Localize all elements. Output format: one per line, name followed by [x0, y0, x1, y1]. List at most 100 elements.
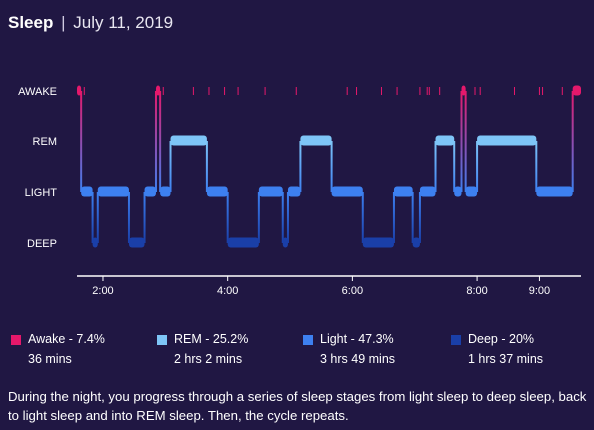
awake-tick [208, 87, 210, 95]
stage-transition [169, 141, 172, 192]
x-tick-label: 6:00 [342, 285, 363, 297]
legend-duration: 36 mins [28, 352, 72, 366]
x-tick-label: 8:00 [466, 285, 487, 297]
stage-transition [453, 141, 456, 192]
legend-swatch [451, 335, 461, 345]
segment-awake [77, 85, 82, 96]
sleep-description: During the night, you progress through a… [8, 389, 587, 423]
legend-label: REM - 25.2% [174, 332, 249, 346]
page-header: Sleep | July 11, 2019 [8, 13, 173, 33]
stage-transition [299, 141, 302, 192]
segment-deep [362, 237, 394, 248]
legend-label: Awake - 7.4% [28, 332, 105, 346]
legend-label: Light - 47.3% [320, 332, 394, 346]
legend-swatch [11, 335, 21, 345]
stage-transition [257, 192, 260, 243]
legend-label: Deep - 20% [468, 332, 535, 346]
stage-transition [535, 141, 538, 192]
stage-transition [434, 141, 437, 192]
stage-transition [286, 192, 289, 243]
segment-light [419, 186, 436, 197]
segment-rem [477, 135, 537, 146]
x-tick-label: 2:00 [92, 285, 113, 297]
stage-transition [226, 192, 229, 243]
awake-tick [542, 87, 544, 95]
segment-light [81, 186, 93, 197]
awake-tick [396, 87, 398, 95]
stage-label-deep: DEEP [27, 238, 57, 250]
segment-awake [461, 85, 466, 96]
awake-tick [419, 87, 421, 95]
legend-duration: 1 hrs 37 mins [468, 352, 544, 366]
awake-tick [538, 87, 540, 95]
legend: Awake - 7.4% 36 mins REM - 25.2% 2 hrs 2 mi… [0, 332, 594, 372]
stage-transition [392, 192, 395, 243]
stage-transition [361, 192, 364, 243]
stage-transition [460, 91, 463, 192]
stage-transition [143, 192, 146, 243]
awake-tick [83, 87, 85, 95]
stage-transition [464, 91, 467, 192]
stage-label-rem: REM [33, 136, 57, 148]
sleep-date: July 11, 2019 [73, 13, 174, 32]
awake-tick [479, 87, 481, 95]
awake-tick [356, 87, 358, 95]
legend-swatch [157, 335, 167, 345]
stage-transition [476, 141, 479, 192]
segment-deep [227, 237, 259, 248]
stage-label-light: LIGHT [25, 187, 58, 199]
segment-awake [155, 85, 161, 96]
stage-transition [330, 141, 333, 192]
awake-tick [474, 87, 476, 95]
segment-deep [92, 237, 98, 248]
segment-deep [282, 237, 288, 248]
awake-tick [380, 87, 382, 95]
segment-rem [300, 135, 332, 146]
segment-light [454, 186, 462, 197]
stage-transition [571, 91, 574, 192]
page-title: Sleep [8, 13, 54, 32]
stage-transition [154, 91, 157, 192]
awake-tick [346, 87, 348, 95]
awake-tick [224, 87, 226, 95]
segment-awake [572, 85, 581, 96]
stage-transition [411, 192, 414, 243]
stage-transition [418, 192, 421, 243]
x-tick-label: 9:00 [529, 285, 550, 297]
segment-light [97, 186, 129, 197]
stage-transition [127, 192, 130, 243]
awake-tick [295, 87, 297, 95]
segment-rem [435, 135, 455, 146]
segment-deep [412, 237, 420, 248]
stage-transition [96, 192, 99, 243]
legend-duration: 2 hrs 2 mins [174, 352, 243, 366]
awake-tick [162, 87, 164, 95]
segment-light [465, 186, 478, 197]
title-separator: | [61, 13, 66, 32]
stage-transition [281, 192, 284, 243]
stage-transition [159, 91, 162, 192]
segment-light [258, 186, 283, 197]
awake-tick [439, 87, 441, 95]
stage-transition [205, 141, 208, 192]
segment-light [160, 186, 171, 197]
awake-tick [426, 87, 428, 95]
segment-light [536, 186, 573, 197]
awake-tick [237, 87, 239, 95]
stage-label-awake: AWAKE [18, 86, 57, 98]
segment-rem [170, 135, 207, 146]
legend-swatch [303, 335, 313, 345]
awake-tick [428, 87, 430, 95]
awake-tick [264, 87, 266, 95]
sleep-stage-chart: AWAKE REM LIGHT DEEP 2:00 4:00 6:00 8:00 9:00 [18, 85, 581, 297]
segment-light [287, 186, 301, 197]
segment-light [206, 186, 228, 197]
segment-deep [128, 237, 145, 248]
segment-light [393, 186, 413, 197]
segment-light [331, 186, 363, 197]
legend-duration: 3 hrs 49 mins [320, 352, 396, 366]
stage-transition [91, 192, 94, 243]
awake-tick [513, 87, 515, 95]
stage-transition [80, 91, 83, 192]
segment-light [144, 186, 156, 197]
